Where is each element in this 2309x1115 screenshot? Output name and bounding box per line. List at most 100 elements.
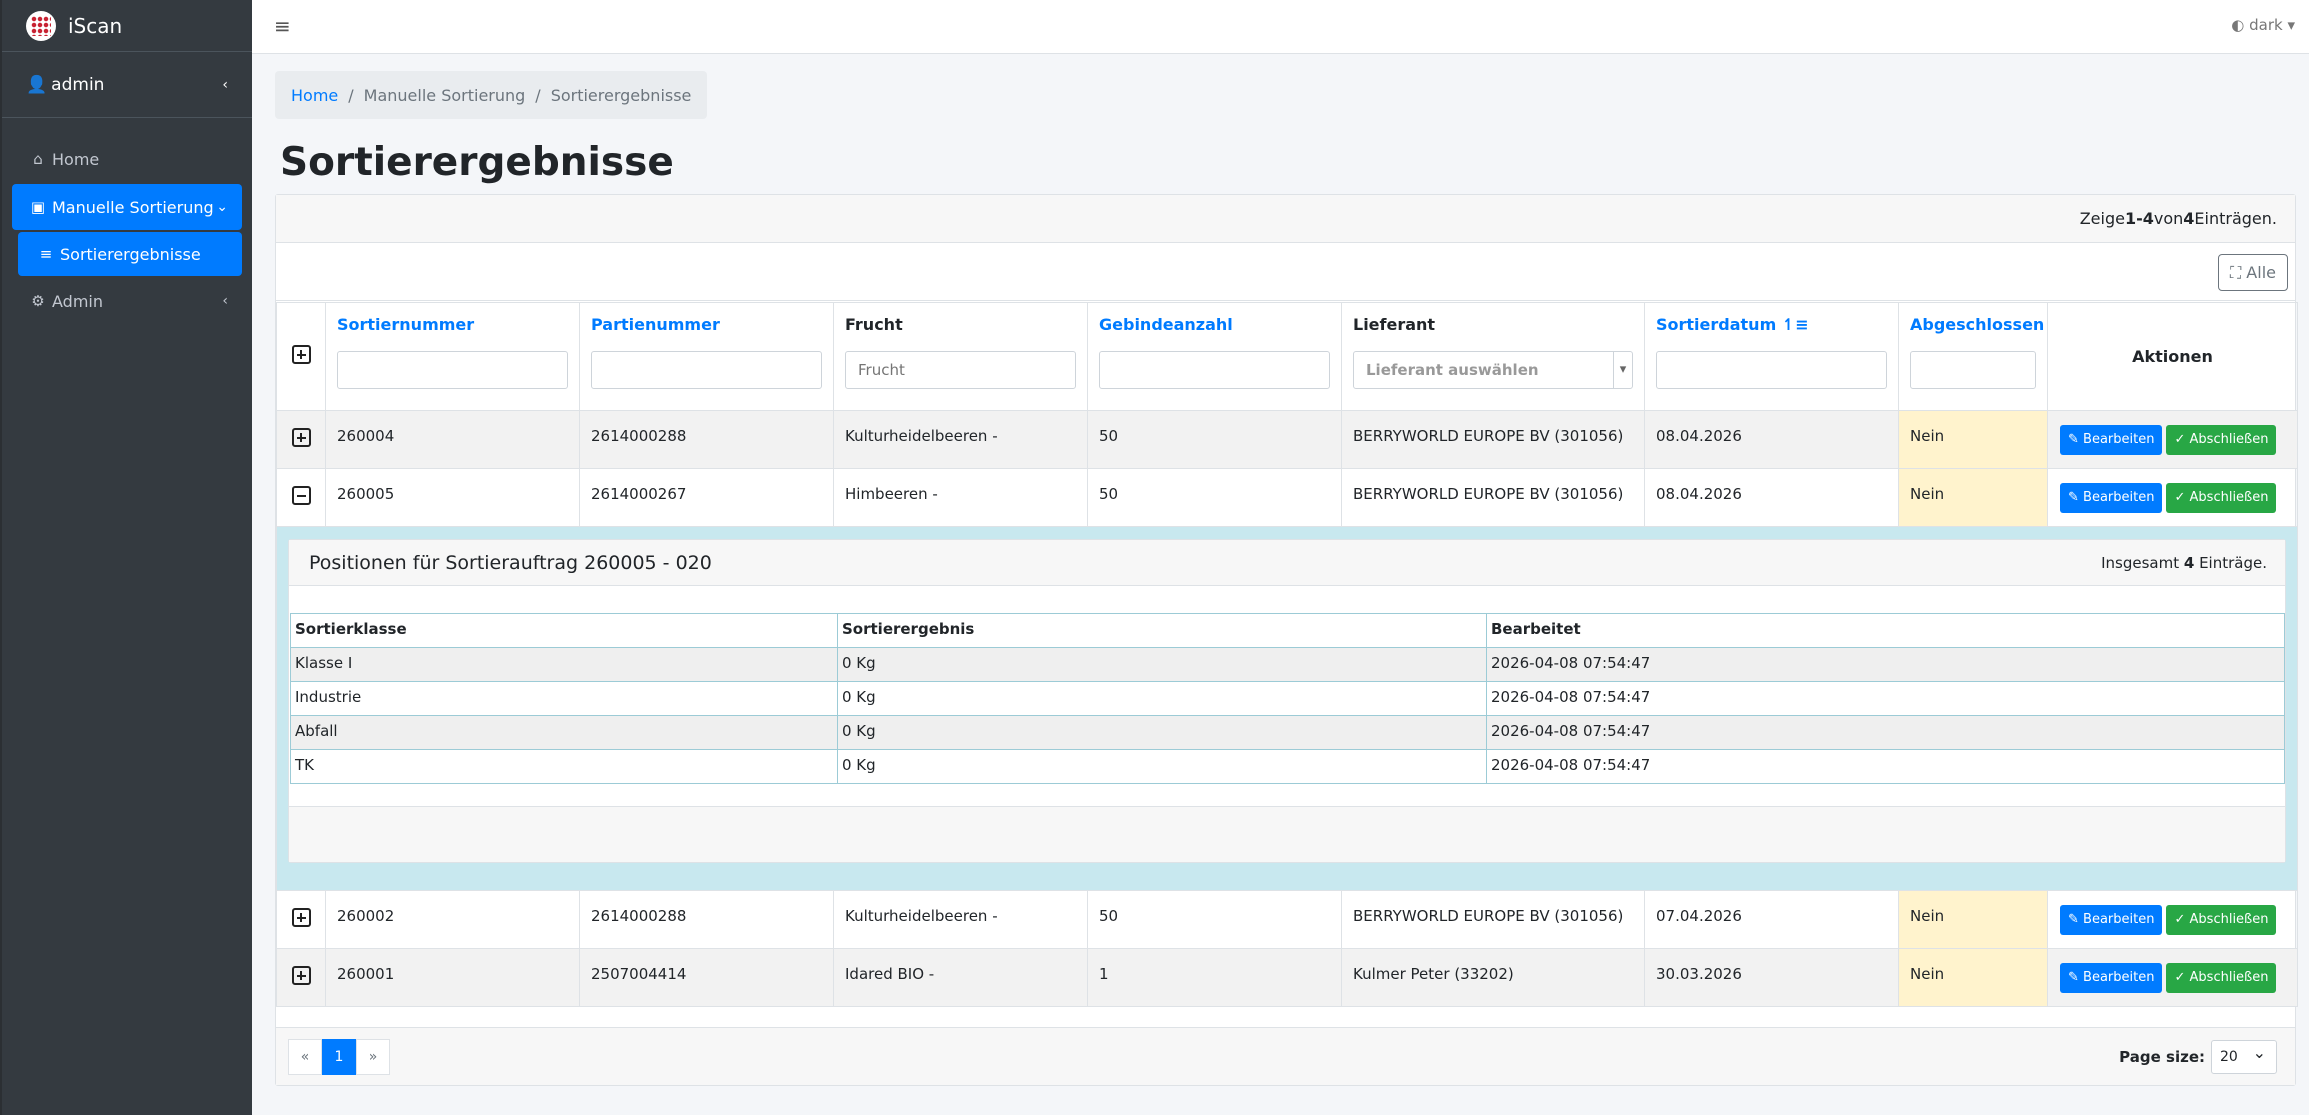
complete-button[interactable]: ✓ Abschließen [2166,904,2277,935]
row-expand-toggle[interactable] [276,948,326,1007]
detail-row: Positionen für Sortierauftrag 260005 - 0… [276,526,2298,891]
results-footer: « 1 » Page size: 20 [276,1027,2295,1085]
complete-button[interactable]: ✓ Abschließen [2166,482,2277,513]
row-collapse-toggle[interactable] [276,468,326,527]
results-table: Sortiernummer Partienummer Frucht Gebind… [276,302,2298,1007]
sidebar-item-admin[interactable]: ⚙ Admin ‹ [12,278,242,324]
iscan-logo-icon [26,10,56,41]
show-all-button[interactable]: ⛶ Alle [2218,254,2288,291]
filter-partienummer[interactable] [591,351,822,389]
positions-table: Sortierklasse Sortierergebnis Bearbeitet… [290,613,2285,784]
edit-button[interactable]: ✎ Bearbeiten [2060,482,2163,513]
header-aktionen: Aktionen [2047,302,2298,411]
theme-switcher[interactable]: ◐ dark ▾ [2231,16,2295,34]
pagination-page[interactable]: 1 [322,1039,356,1075]
table-row: TK 0 Kg 2026-04-08 07:54:47 [290,749,2285,784]
sidebar-item-manuelle-sortierung[interactable]: ▣ Manuelle Sortierung ⌄ [12,184,242,230]
sort-sortiernummer[interactable]: Sortiernummer [337,315,475,334]
row-expand-toggle[interactable] [276,890,326,949]
chevron-down-icon: ⌄ [216,199,228,215]
filter-gebindeanzahl[interactable] [1099,351,1330,389]
edit-button[interactable]: ✎ Bearbeiten [2060,904,2163,935]
sidebar-item-label: Admin [52,291,103,311]
topbar: ≡ ◐ dark ▾ [252,0,2309,54]
sidebar-item-label: Home [52,149,100,169]
edit-button[interactable]: ✎ Bearbeiten [2060,424,2163,455]
header-sortierklasse: Sortierklasse [290,613,838,648]
expand-all-toggle[interactable] [276,302,326,411]
brand-name: iScan [68,13,123,38]
header-sortiernummer: Sortiernummer [325,302,580,411]
sort-abgeschlossen[interactable]: Abgeschlossen [1910,315,2045,334]
gear-icon: ⚙ [31,292,45,310]
list-icon: ≡ [39,245,53,263]
basket-icon: ▣ [30,198,46,216]
pencil-icon: ✎ [2068,431,2079,447]
page-size-label: Page size: [2119,1048,2205,1066]
filter-lieferant-select[interactable]: Lieferant auswählen [1353,351,1633,389]
pagination: « 1 » [288,1039,390,1075]
table-row: Abfall 0 Kg 2026-04-08 07:54:47 [290,715,2285,750]
positions-title: Positionen für Sortierauftrag 260005 - 0… [309,551,712,574]
pagination-prev[interactable]: « [288,1039,322,1075]
chevron-left-icon: ‹ [222,293,228,309]
positions-footer [289,806,2285,862]
pencil-icon: ✎ [2068,489,2079,505]
page-title: Sortierergebnisse [280,140,674,185]
breadcrumb-manuelle-sortierung: Manuelle Sortierung [363,85,526,105]
page-size-select[interactable]: 20 [2211,1037,2277,1074]
breadcrumb-home[interactable]: Home [291,85,339,105]
caret-down-icon: ▾ [2287,16,2295,34]
header-lieferant: Lieferant Lieferant auswählen [1341,302,1645,411]
expand-icon: ⛶ [2230,262,2242,282]
sort-partienummer[interactable]: Partienummer [591,315,720,334]
positions-card: Positionen für Sortierauftrag 260005 - 0… [288,539,2286,863]
filter-abgeschlossen[interactable] [1910,351,2036,389]
filter-frucht[interactable] [845,351,1076,389]
pencil-icon: ✎ [2068,911,2079,927]
sort-sortierdatum[interactable]: Sortierdatum ↿≡ [1656,315,1809,334]
sidebar-item-label: Sortierergebnisse [60,244,201,264]
brand[interactable]: iScan [2,0,252,52]
results-card: Zeige 1-4 von 4 Einträgen. ⛶ Alle Sortie… [275,194,2298,1086]
check-circle-icon: ✓ [2174,489,2186,505]
plus-square-icon [291,966,311,985]
table-row: Industrie 0 Kg 2026-04-08 07:54:47 [290,681,2285,716]
table-row: 260001 2507004414 Idared BIO - 1 Kulmer … [276,948,2298,1007]
plus-square-icon [291,908,311,927]
palette-icon: ◐ [2231,16,2245,34]
complete-button[interactable]: ✓ Abschließen [2166,424,2277,455]
theme-label: dark [2249,16,2283,34]
chevron-left-icon: ‹ [222,76,228,93]
status-badge: Nein [1898,468,2048,527]
breadcrumb-current: Sortierergebnisse [550,85,692,105]
sidebar: iScan 👤 admin ‹ ⌂ Home ▣ Manuelle Sortie… [0,0,252,1115]
header-frucht: Frucht [833,302,1088,411]
sidebar-item-sortierergebnisse[interactable]: ≡ Sortierergebnisse [18,232,242,276]
complete-button[interactable]: ✓ Abschließen [2166,962,2277,993]
edit-button[interactable]: ✎ Bearbeiten [2060,962,2163,993]
table-row: 260004 2614000288 Kulturheidelbeeren - 5… [276,410,2298,469]
header-gebindeanzahl: Gebindeanzahl [1087,302,1342,411]
table-row: 260002 2614000288 Kulturheidelbeeren - 5… [276,890,2298,949]
status-badge: Nein [1898,890,2048,949]
header-partienummer: Partienummer [579,302,834,411]
status-badge: Nein [1898,410,2048,469]
grid-toolbar: ⛶ Alle [276,243,2295,301]
check-circle-icon: ✓ [2174,969,2186,985]
sort-gebindeanzahl[interactable]: Gebindeanzahl [1099,315,1233,334]
pagination-next[interactable]: » [356,1039,390,1075]
status-badge: Nein [1898,948,2048,1007]
row-expand-toggle[interactable] [276,410,326,469]
sidebar-item-home[interactable]: ⌂ Home [12,136,242,182]
sidebar-nav: ⌂ Home ▣ Manuelle Sortierung ⌄ ≡ Sortier… [2,118,252,336]
table-row: 260005 2614000267 Himbeeren - 50 BERRYWO… [276,468,2298,527]
filter-sortierdatum[interactable] [1656,351,1887,389]
filter-sortiernummer[interactable] [337,351,568,389]
header-bearbeitet: Bearbeitet [1486,613,2285,648]
user-panel[interactable]: 👤 admin ‹ [2,52,252,118]
hamburger-menu-icon[interactable]: ≡ [274,14,291,38]
user-name: admin [51,74,105,95]
header-sortierdatum: Sortierdatum ↿≡ [1644,302,1899,411]
